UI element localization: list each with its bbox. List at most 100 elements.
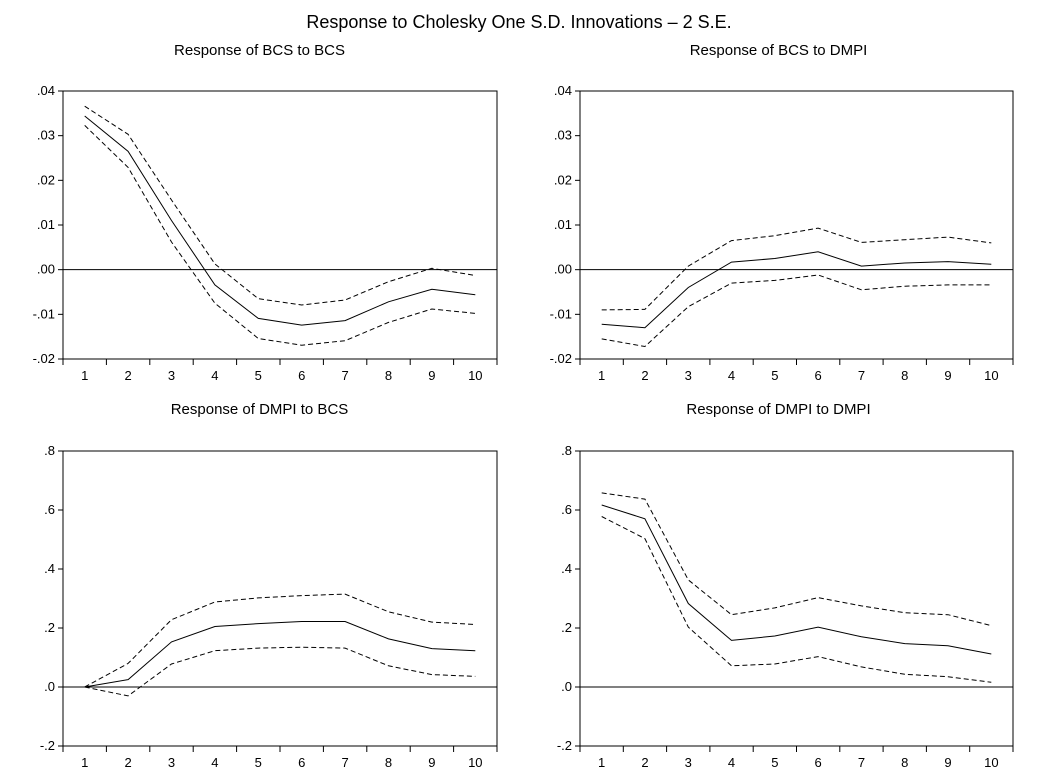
x-tick-label: 6 [815,755,822,769]
x-tick-label: 7 [341,755,348,769]
y-tick-label: .04 [37,83,55,98]
series-line-response [84,115,476,326]
series-line-response [601,251,992,329]
y-tick-label: .03 [37,128,55,143]
x-tick-label: 7 [858,368,865,383]
x-tick-label: 6 [815,368,822,383]
x-tick-label: 3 [168,755,175,769]
series-line-lower [601,274,992,348]
panel-title: Response of BCS to DMPI [689,42,868,59]
x-tick-label: 5 [771,368,778,383]
y-tick-label: .2 [561,620,572,635]
x-tick-label: 2 [641,755,648,769]
series-line-upper [84,593,476,688]
x-tick-label: 1 [598,755,605,769]
plot-area: -.2 .0 .2 .4 .6 .8 1 2 3 4 5 6 7 8 9 10 [557,443,1014,769]
x-tick-label: 5 [771,755,778,769]
panel-bcs-to-dmpi: Response of BCS to DMPI -.02 -.01 .00 .01 .0… [519,42,1038,383]
plot-area: -.02 -.01 .00 .01 .02 .03 .04 1 2 3 4 5 6 7 8 9 10 [33,83,498,383]
x-tick-label: 3 [685,368,692,383]
x-tick-label: 10 [984,368,998,383]
y-tick-label: -.02 [550,351,572,366]
series-line-response [84,621,476,688]
panel-title: Response of BCS to BCS [174,42,345,59]
chart-svg: -.02 -.01 .00 .01 .02 .03 .04 1 2 3 4 5 6 7 8 9 10 [33,83,498,383]
plot-frame [579,450,1014,747]
x-tick-label: 7 [341,368,348,383]
x-tick-label: 4 [728,368,735,383]
chart-svg: -.02 -.01 .00 .01 .02 .03 .04 1 2 3 4 5 6 7 8 9 10 [550,83,1014,383]
y-tick-label: .6 [44,502,55,517]
y-tick-label: .2 [44,620,55,635]
x-tick-label: 9 [944,755,951,769]
x-tick-label: 10 [984,755,998,769]
series-line-upper [601,492,992,627]
series-line-upper [601,227,992,311]
x-tick-label: 4 [211,368,218,383]
x-tick-label: 9 [944,368,951,383]
x-tick-label: 10 [468,368,482,383]
x-tick-label: 2 [641,368,648,383]
x-tick-label: 1 [81,368,88,383]
x-tick-label: 3 [168,368,175,383]
y-tick-label: .0 [561,679,572,694]
y-tick-label: .02 [37,172,55,187]
x-tick-label: 1 [598,368,605,383]
y-tick-label: .00 [554,262,572,277]
y-tick-label: .4 [44,561,55,576]
y-tick-label: -.2 [557,738,572,753]
plot-frame [579,90,1014,360]
panel-title: Response of DMPI to DMPI [686,401,871,418]
y-tick-label: .8 [44,443,55,458]
panel-dmpi-to-dmpi: Response of DMPI to DMPI -.2 .0 .2 .4 .6 .8 1 2… [519,401,1038,769]
series-line-lower [84,646,476,697]
x-tick-label: 2 [124,368,131,383]
y-tick-label: .0 [44,679,55,694]
x-tick-label: 3 [685,755,692,769]
y-tick-label: .01 [37,217,55,232]
plot-area: -.02 -.01 .00 .01 .02 .03 .04 1 2 3 4 5 6 7 8 9 10 [550,83,1014,383]
panel-dmpi-to-bcs: Response of DMPI to BCS -.2 .0 .2 .4 .6 .8 1 2 3… [0,401,519,769]
y-tick-label: -.2 [40,738,55,753]
x-tick-label: 6 [298,368,305,383]
y-tick-label: .4 [561,561,572,576]
y-tick-label: .02 [554,172,572,187]
y-tick-label: .00 [37,262,55,277]
x-tick-label: 9 [428,755,435,769]
series-line-upper [84,105,476,306]
chart-svg: -.2 .0 .2 .4 .6 .8 1 2 3 4 5 6 7 8 9 10 [557,443,1014,769]
series-line-lower [601,516,992,683]
x-tick-label: 10 [468,755,482,769]
x-tick-label: 8 [901,755,908,769]
panel-title: Response of DMPI to BCS [170,401,349,418]
plot-area: -.2 .0 .2 .4 .6 .8 1 2 3 4 5 6 7 8 9 10 [40,443,498,769]
series-line-lower [84,125,476,346]
y-tick-label: .6 [561,502,572,517]
x-tick-label: 8 [385,755,392,769]
chart-svg: -.2 .0 .2 .4 .6 .8 1 2 3 4 5 6 7 8 9 10 [40,443,498,769]
x-tick-label: 5 [255,755,262,769]
x-tick-label: 1 [81,755,88,769]
y-tick-label: .8 [561,443,572,458]
plot-frame [62,450,498,747]
x-tick-label: 9 [428,368,435,383]
x-tick-label: 8 [901,368,908,383]
x-tick-label: 4 [211,755,218,769]
x-tick-label: 8 [385,368,392,383]
y-tick-label: -.01 [550,306,572,321]
y-tick-label: -.02 [33,351,55,366]
x-tick-label: 2 [124,755,131,769]
x-tick-label: 7 [858,755,865,769]
x-tick-label: 5 [255,368,262,383]
series-line-response [601,504,992,655]
plot-frame [62,90,498,360]
y-tick-label: .03 [554,128,572,143]
panel-bcs-to-bcs: Response of BCS to BCS -.02 -.01 .00 .01 .02… [0,42,519,383]
x-tick-label: 6 [298,755,305,769]
y-tick-label: -.01 [33,306,55,321]
figure-title: Response to Cholesky One S.D. Innovation… [306,12,732,32]
y-tick-label: .01 [554,217,572,232]
x-tick-label: 4 [728,755,735,769]
y-tick-label: .04 [554,83,572,98]
